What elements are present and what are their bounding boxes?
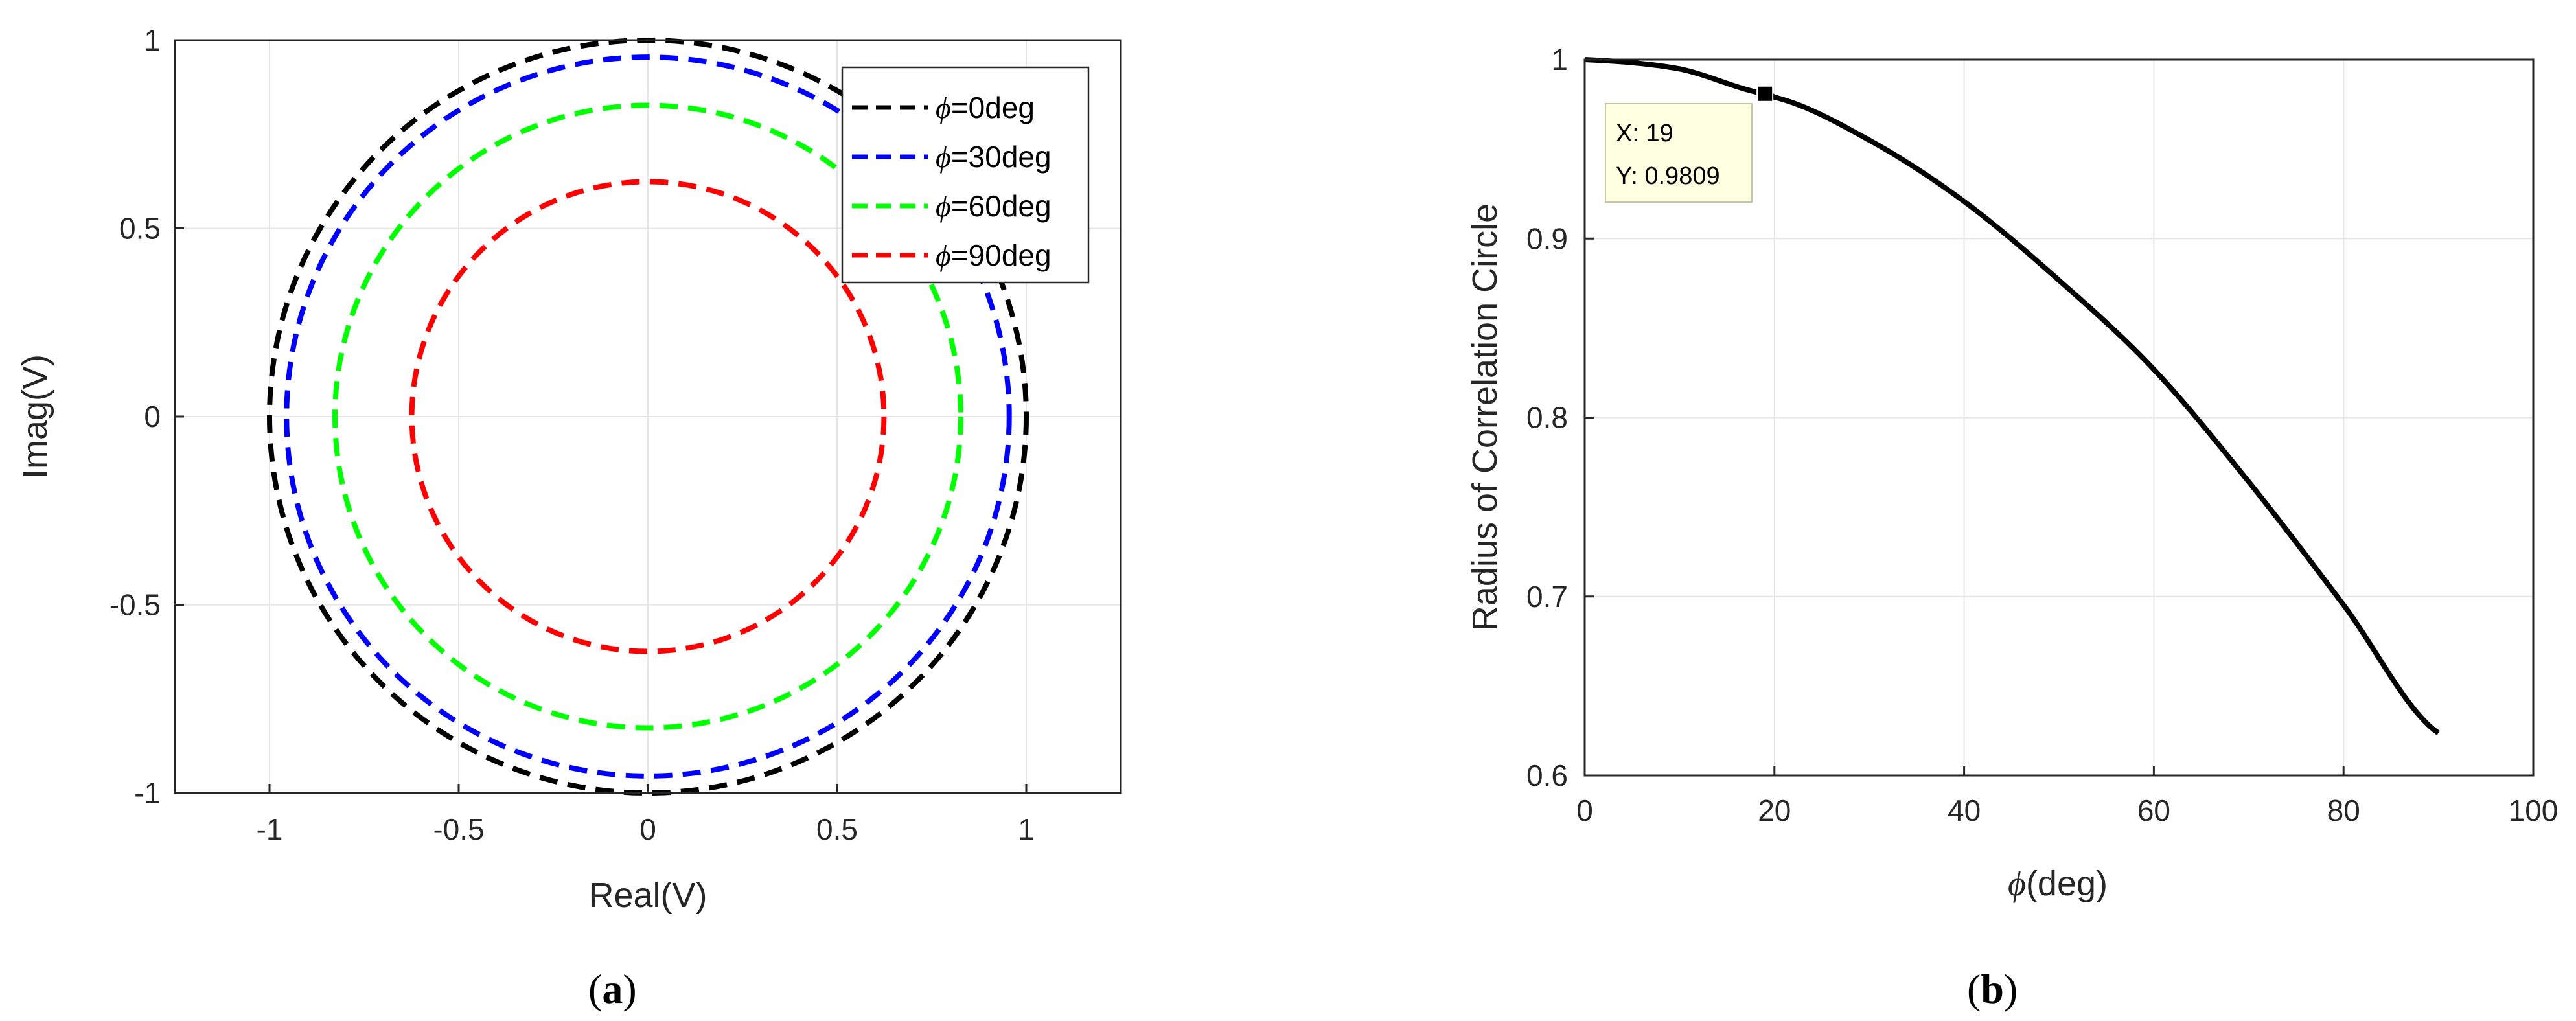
y-tick-label: 0.9 — [1526, 222, 1568, 255]
plot-b-y-ticks: 0.6 0.7 0.8 0.9 1 — [1526, 43, 1594, 792]
caption-b: (b) — [1967, 966, 2018, 1012]
legend-box — [841, 66, 1090, 284]
y-tick-label: 0.6 — [1526, 759, 1568, 792]
plot-b-series — [1584, 57, 2440, 735]
y-tick-label: 0 — [144, 400, 161, 433]
y-tick-label: -1 — [134, 776, 161, 810]
x-tick-label: 60 — [2137, 794, 2170, 827]
y-tick-label: 0.5 — [119, 212, 161, 246]
datatip-x-label: X: 19 — [1616, 120, 1673, 147]
legend-label-phi-60: ϕ=60deg — [936, 189, 1052, 223]
plot-a-y-axis-label: Imag(V) — [16, 354, 54, 479]
datatip-marker[interactable] — [1756, 85, 1774, 102]
panel-b-radius-plot: 0 20 40 60 80 100 0.6 0.7 0.8 0.9 1 ϕ(deg) Radius… — [1466, 43, 2558, 1012]
plot-a-legend: ϕ=0deg ϕ=30deg ϕ=60deg ϕ=90deg — [841, 66, 1090, 284]
x-tick-label: 80 — [2327, 794, 2360, 827]
x-tick-label: 0.5 — [816, 812, 858, 846]
datatip-y-label: Y: 0.9809 — [1616, 163, 1720, 190]
legend-label-phi-90: ϕ=90deg — [936, 238, 1052, 272]
y-tick-label: 0.7 — [1526, 580, 1568, 614]
circle-phi-90 — [409, 179, 887, 654]
x-tick-label: 0 — [1576, 794, 1593, 827]
plot-a-y-ticks: -1 -0.5 0 0.5 1 — [109, 23, 184, 810]
plot-b-x-axis-label: ϕ(deg) — [2008, 864, 2108, 903]
x-tick-label: 1 — [1018, 812, 1035, 846]
plot-a-x-axis-label: Real(V) — [588, 876, 707, 915]
x-tick-label: -0.5 — [433, 812, 484, 846]
x-tick-label: 0 — [639, 812, 656, 846]
circle-phi-30 — [284, 54, 1012, 779]
x-tick-label: 20 — [1758, 794, 1791, 827]
x-tick-label: -1 — [257, 812, 283, 846]
y-tick-label: 0.8 — [1526, 401, 1568, 435]
plot-b-y-axis-label: Radius of Correlation Circle — [1466, 203, 1504, 631]
caption-a: (a) — [588, 966, 637, 1012]
circle-phi-60 — [332, 102, 963, 731]
datatip[interactable]: X: 19 Y: 0.9809 — [1605, 85, 1774, 203]
plot-a-x-ticks: -1 -0.5 0 0.5 1 — [257, 784, 1035, 846]
legend-label-phi-30: ϕ=30deg — [936, 140, 1052, 174]
y-tick-label: 1 — [1551, 43, 1568, 76]
legend-label-phi-0: ϕ=0deg — [936, 91, 1035, 124]
radius-curve — [1584, 57, 2440, 735]
y-tick-label: 1 — [144, 23, 161, 57]
datatip-box — [1605, 103, 1753, 203]
panel-a-circle-plot: -1 -0.5 0 0.5 1 -1-0.500.51 Real(V) Imag(V) … — [16, 23, 1122, 1012]
x-tick-label: 40 — [1948, 794, 1981, 827]
x-tick-label: 100 — [2509, 794, 2559, 827]
plot-b-x-ticks: 0 20 40 60 80 100 — [1576, 766, 2558, 827]
y-tick-label: -0.5 — [109, 588, 161, 622]
